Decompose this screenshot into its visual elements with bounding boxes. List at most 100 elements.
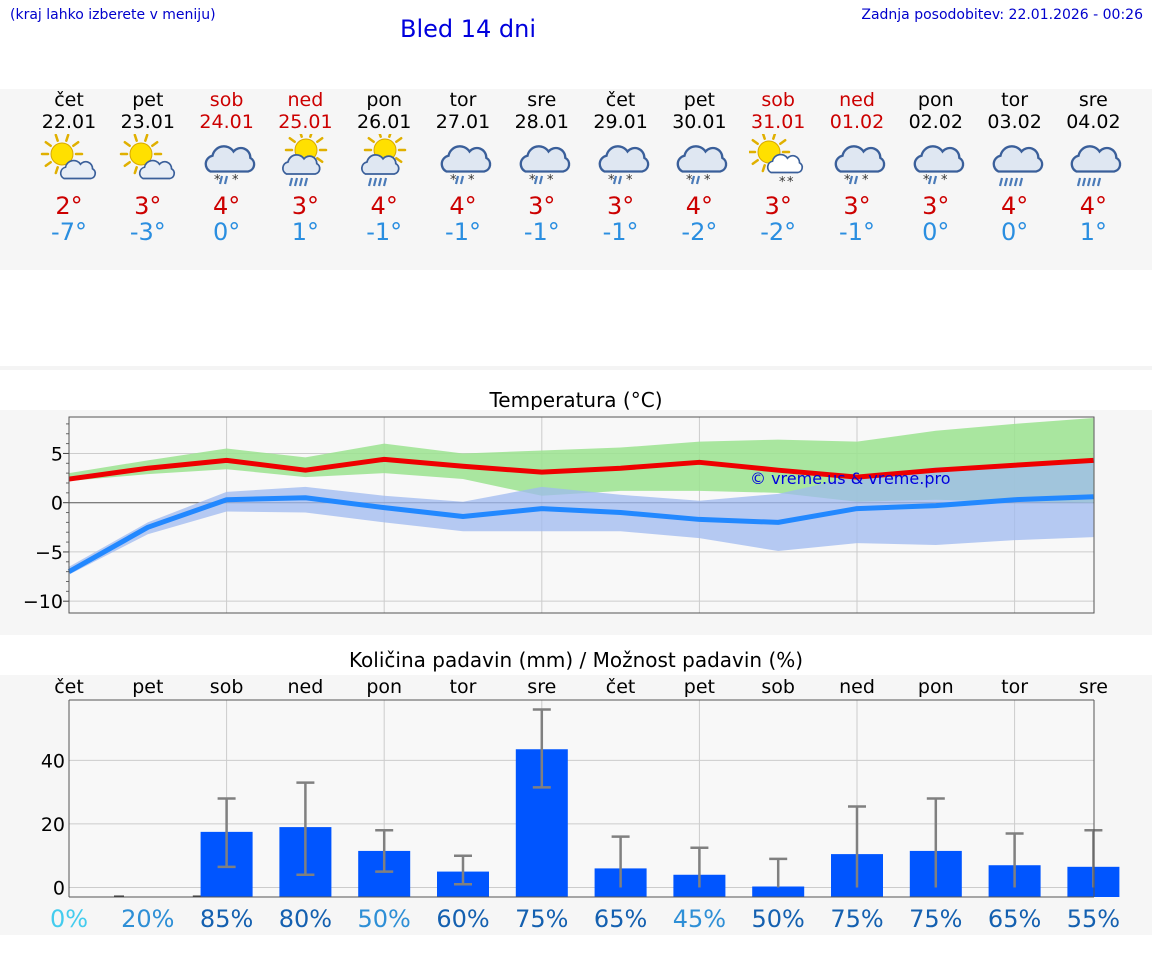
- cloud-outline: [519, 145, 570, 173]
- day-column: pet 23.01 3° -3°: [108, 89, 188, 245]
- min-temp: -1°: [839, 218, 875, 246]
- day-name: čet: [54, 89, 84, 111]
- day-date: 25.01: [278, 111, 333, 133]
- sun-ray: [150, 140, 159, 148]
- snowflake: *: [450, 173, 457, 188]
- temp-plot-frame: [68, 416, 1095, 614]
- snowflake: *: [686, 173, 693, 188]
- sun-ray: [761, 164, 767, 173]
- page-title: Bled 14 dni: [400, 15, 537, 43]
- min-temp: 0°: [212, 218, 241, 246]
- min-temp: -1°: [445, 218, 481, 246]
- watermark-text: © vreme.us & vreme.pro: [750, 469, 951, 488]
- cloud-outline: [992, 145, 1043, 173]
- max-temp: 4°: [1079, 192, 1108, 220]
- rain-drop: [1003, 177, 1008, 187]
- min-temp: -7°: [51, 218, 87, 246]
- rain-drop: [1082, 177, 1087, 187]
- rain-drop: [454, 175, 460, 185]
- cloud-outline: [204, 145, 255, 173]
- precip-day-label: pet: [684, 676, 715, 698]
- location-menu-hint[interactable]: (kraj lahko izberete v meniju): [10, 7, 216, 23]
- precipitation-chart-title: Količina padavin (mm) / Možnost padavin …: [348, 648, 804, 672]
- day-name: ned: [287, 89, 324, 111]
- snow-rain-cloud-icon: * *: [423, 133, 503, 193]
- sun-ray: [309, 134, 313, 138]
- day-column: ned 25.01 3° 1°: [265, 89, 345, 245]
- sun-ray: [133, 134, 138, 142]
- day-column: sob 24.01 * * 4° 0°: [187, 89, 267, 245]
- rain-drop: [853, 175, 859, 185]
- snowflake: *: [787, 175, 794, 190]
- day-column: čet 29.01 * * 3° -1°: [581, 89, 661, 245]
- snowflake: *: [862, 173, 869, 188]
- snowflake: *: [608, 173, 615, 188]
- divider: [0, 366, 1152, 370]
- rain-drop: [459, 175, 465, 185]
- sun-disc: [50, 142, 74, 166]
- rain-drop: [998, 177, 1003, 187]
- max-temp: 3°: [922, 192, 950, 220]
- daily-forecast-panel: [0, 89, 1152, 270]
- day-date: 03.02: [987, 111, 1042, 133]
- day-date: 26.01: [356, 111, 412, 133]
- day-date: 31.01: [750, 111, 806, 133]
- sun-ray: [123, 140, 131, 148]
- rain-drop: [1097, 177, 1102, 187]
- day-date: 01.02: [829, 111, 885, 133]
- cloud-shape: [598, 145, 649, 173]
- rain-drop: [848, 175, 854, 185]
- sun-ray: [133, 166, 138, 175]
- max-temp: 3°: [528, 192, 556, 220]
- temp-ytick-label: 5: [51, 443, 63, 465]
- cloud-shape: [992, 145, 1043, 173]
- precip-probability-label: 75%: [515, 905, 568, 933]
- cloud-outline: [834, 145, 886, 173]
- day-name: tor: [449, 89, 477, 111]
- precip-probability-label: 55%: [1067, 905, 1120, 933]
- min-temp: -1°: [523, 218, 560, 246]
- precip-day-label: sob: [761, 676, 795, 698]
- temp-ytick-label: 0: [51, 493, 63, 515]
- max-temp: 4°: [1000, 192, 1029, 220]
- rain-drop: [1087, 177, 1092, 187]
- temp-ytick-label: −5: [35, 542, 63, 564]
- max-temp: 4°: [212, 192, 241, 220]
- rain-drop: [223, 175, 228, 185]
- max-temp: 4°: [685, 192, 714, 220]
- cloud-outline: [282, 153, 321, 175]
- day-column: tor 27.01 * * 4° -1°: [423, 89, 503, 245]
- snowflake: *: [626, 173, 633, 188]
- snowflake: *: [547, 173, 554, 188]
- day-column: čet 22.01 2° -7°: [29, 89, 109, 245]
- cloud-outline: [767, 153, 804, 174]
- max-temp: 3°: [134, 192, 162, 220]
- snow-rain-cloud-icon: * *: [502, 133, 582, 193]
- min-temp: 0°: [922, 218, 950, 246]
- precip-day-label: tor: [1001, 676, 1028, 698]
- cloud-shape: [1070, 145, 1122, 173]
- max-temp: 3°: [291, 192, 320, 220]
- min-temp: -3°: [129, 218, 166, 246]
- snow-rain-cloud-icon: * *: [896, 133, 976, 193]
- cloud-outline: [913, 145, 964, 173]
- rain-drop: [1092, 177, 1097, 187]
- sun-disc: [129, 142, 153, 166]
- precip-day-label: sob: [210, 676, 244, 698]
- day-name: sre: [1078, 89, 1108, 111]
- day-name: sre: [527, 89, 557, 111]
- day-name: pon: [917, 89, 954, 111]
- snowflake: *: [529, 173, 536, 188]
- sun-ray: [395, 156, 403, 164]
- precip-bar: [752, 886, 805, 897]
- snowflake: *: [941, 173, 948, 188]
- sun-ray: [388, 134, 392, 138]
- day-date: 29.01: [593, 111, 648, 133]
- temp-ytick-label: −10: [23, 591, 63, 613]
- precip-ytick-label: 40: [41, 750, 65, 772]
- snow-rain-cloud-icon: * *: [187, 133, 267, 193]
- rain-drop: [218, 175, 223, 185]
- rain-drop: [1018, 177, 1023, 187]
- max-temp: 3°: [843, 192, 871, 220]
